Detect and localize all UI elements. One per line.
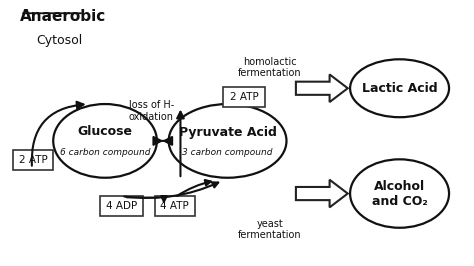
Text: yeast
fermentation: yeast fermentation bbox=[238, 219, 302, 240]
Text: loss of H-
oxidation: loss of H- oxidation bbox=[128, 100, 174, 122]
Text: Cytosol: Cytosol bbox=[36, 34, 83, 47]
Text: Alcohol
and CO₂: Alcohol and CO₂ bbox=[372, 180, 428, 207]
Text: 3 carbon compound: 3 carbon compound bbox=[182, 148, 273, 157]
FancyArrow shape bbox=[296, 74, 348, 102]
Text: 2 ATP: 2 ATP bbox=[230, 92, 258, 102]
Text: Anaerobic: Anaerobic bbox=[20, 9, 107, 24]
Text: Glucose: Glucose bbox=[78, 125, 133, 138]
FancyBboxPatch shape bbox=[155, 196, 195, 216]
FancyArrow shape bbox=[296, 180, 348, 207]
Text: 4 ATP: 4 ATP bbox=[160, 201, 189, 211]
Text: homolactic
fermentation: homolactic fermentation bbox=[238, 57, 302, 78]
Text: Lactic Acid: Lactic Acid bbox=[362, 82, 438, 95]
Text: Pyruvate Acid: Pyruvate Acid bbox=[179, 127, 276, 139]
FancyBboxPatch shape bbox=[100, 196, 143, 216]
Text: 2 ATP: 2 ATP bbox=[19, 155, 47, 165]
Text: 4 ADP: 4 ADP bbox=[106, 201, 137, 211]
FancyBboxPatch shape bbox=[223, 87, 265, 107]
FancyBboxPatch shape bbox=[13, 150, 53, 170]
Text: 6 carbon compound: 6 carbon compound bbox=[60, 148, 150, 157]
